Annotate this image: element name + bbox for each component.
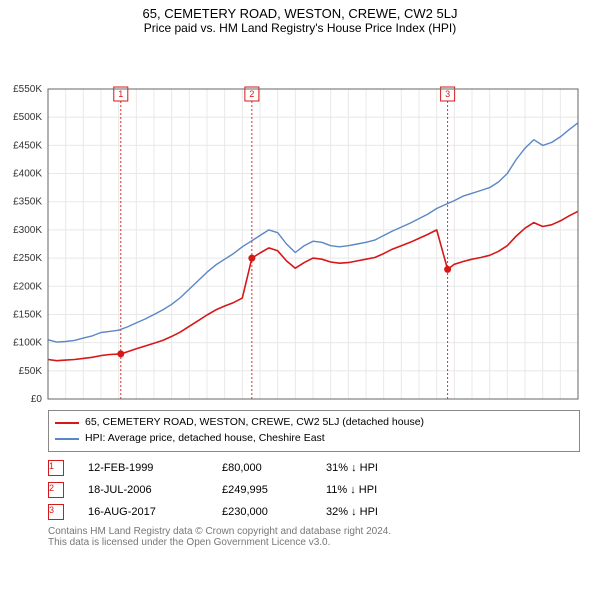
svg-text:1: 1 <box>118 89 123 99</box>
event-diff: 32% ↓ HPI <box>326 506 406 518</box>
events-table: 1 12-FEB-1999 £80,000 31% ↓ HPI 2 18-JUL-2006… <box>48 460 580 520</box>
legend-item: HPI: Average price, detached house, Ches… <box>55 431 573 447</box>
event-row: 1 12-FEB-1999 £80,000 31% ↓ HPI <box>48 460 580 476</box>
event-price: £249,995 <box>222 484 302 496</box>
event-marker: 1 <box>48 460 64 476</box>
footer-line1: Contains HM Land Registry data © Crown c… <box>48 526 580 537</box>
svg-text:£550K: £550K <box>13 84 42 95</box>
event-date: 18-JUL-2006 <box>88 484 198 496</box>
legend-swatch <box>55 438 79 440</box>
event-diff: 31% ↓ HPI <box>326 462 406 474</box>
event-marker: 3 <box>48 504 64 520</box>
legend-label: HPI: Average price, detached house, Ches… <box>85 431 325 447</box>
svg-text:2: 2 <box>249 89 254 99</box>
event-row: 3 16-AUG-2017 £230,000 32% ↓ HPI <box>48 504 580 520</box>
event-marker: 2 <box>48 482 64 498</box>
event-row: 2 18-JUL-2006 £249,995 11% ↓ HPI <box>48 482 580 498</box>
svg-text:£300K: £300K <box>13 225 42 236</box>
svg-text:£100K: £100K <box>13 338 42 349</box>
event-price: £230,000 <box>222 506 302 518</box>
svg-text:£200K: £200K <box>13 281 42 292</box>
svg-text:£0: £0 <box>31 394 43 404</box>
event-diff: 11% ↓ HPI <box>326 484 406 496</box>
chart-title: 65, CEMETERY ROAD, WESTON, CREWE, CW2 5L… <box>0 0 600 21</box>
chart-subtitle: Price paid vs. HM Land Registry's House … <box>0 21 600 39</box>
legend-box: 65, CEMETERY ROAD, WESTON, CREWE, CW2 5L… <box>48 410 580 452</box>
footer-line2: This data is licensed under the Open Gov… <box>48 537 580 548</box>
footer-text: Contains HM Land Registry data © Crown c… <box>48 526 580 548</box>
svg-text:£450K: £450K <box>13 140 42 151</box>
svg-text:£250K: £250K <box>13 253 42 264</box>
svg-text:£50K: £50K <box>19 366 43 377</box>
svg-text:£400K: £400K <box>13 169 42 180</box>
svg-text:3: 3 <box>445 89 450 99</box>
price-chart: £0 £50K £100K £150K £200K £250K £300K £350K £400… <box>0 39 600 404</box>
svg-text:£350K: £350K <box>13 197 42 208</box>
svg-text:£500K: £500K <box>13 112 42 123</box>
event-price: £80,000 <box>222 462 302 474</box>
event-date: 12-FEB-1999 <box>88 462 198 474</box>
svg-text:£150K: £150K <box>13 309 42 320</box>
legend-label: 65, CEMETERY ROAD, WESTON, CREWE, CW2 5L… <box>85 415 424 431</box>
legend-item: 65, CEMETERY ROAD, WESTON, CREWE, CW2 5L… <box>55 415 573 431</box>
event-date: 16-AUG-2017 <box>88 506 198 518</box>
legend-swatch <box>55 422 79 424</box>
